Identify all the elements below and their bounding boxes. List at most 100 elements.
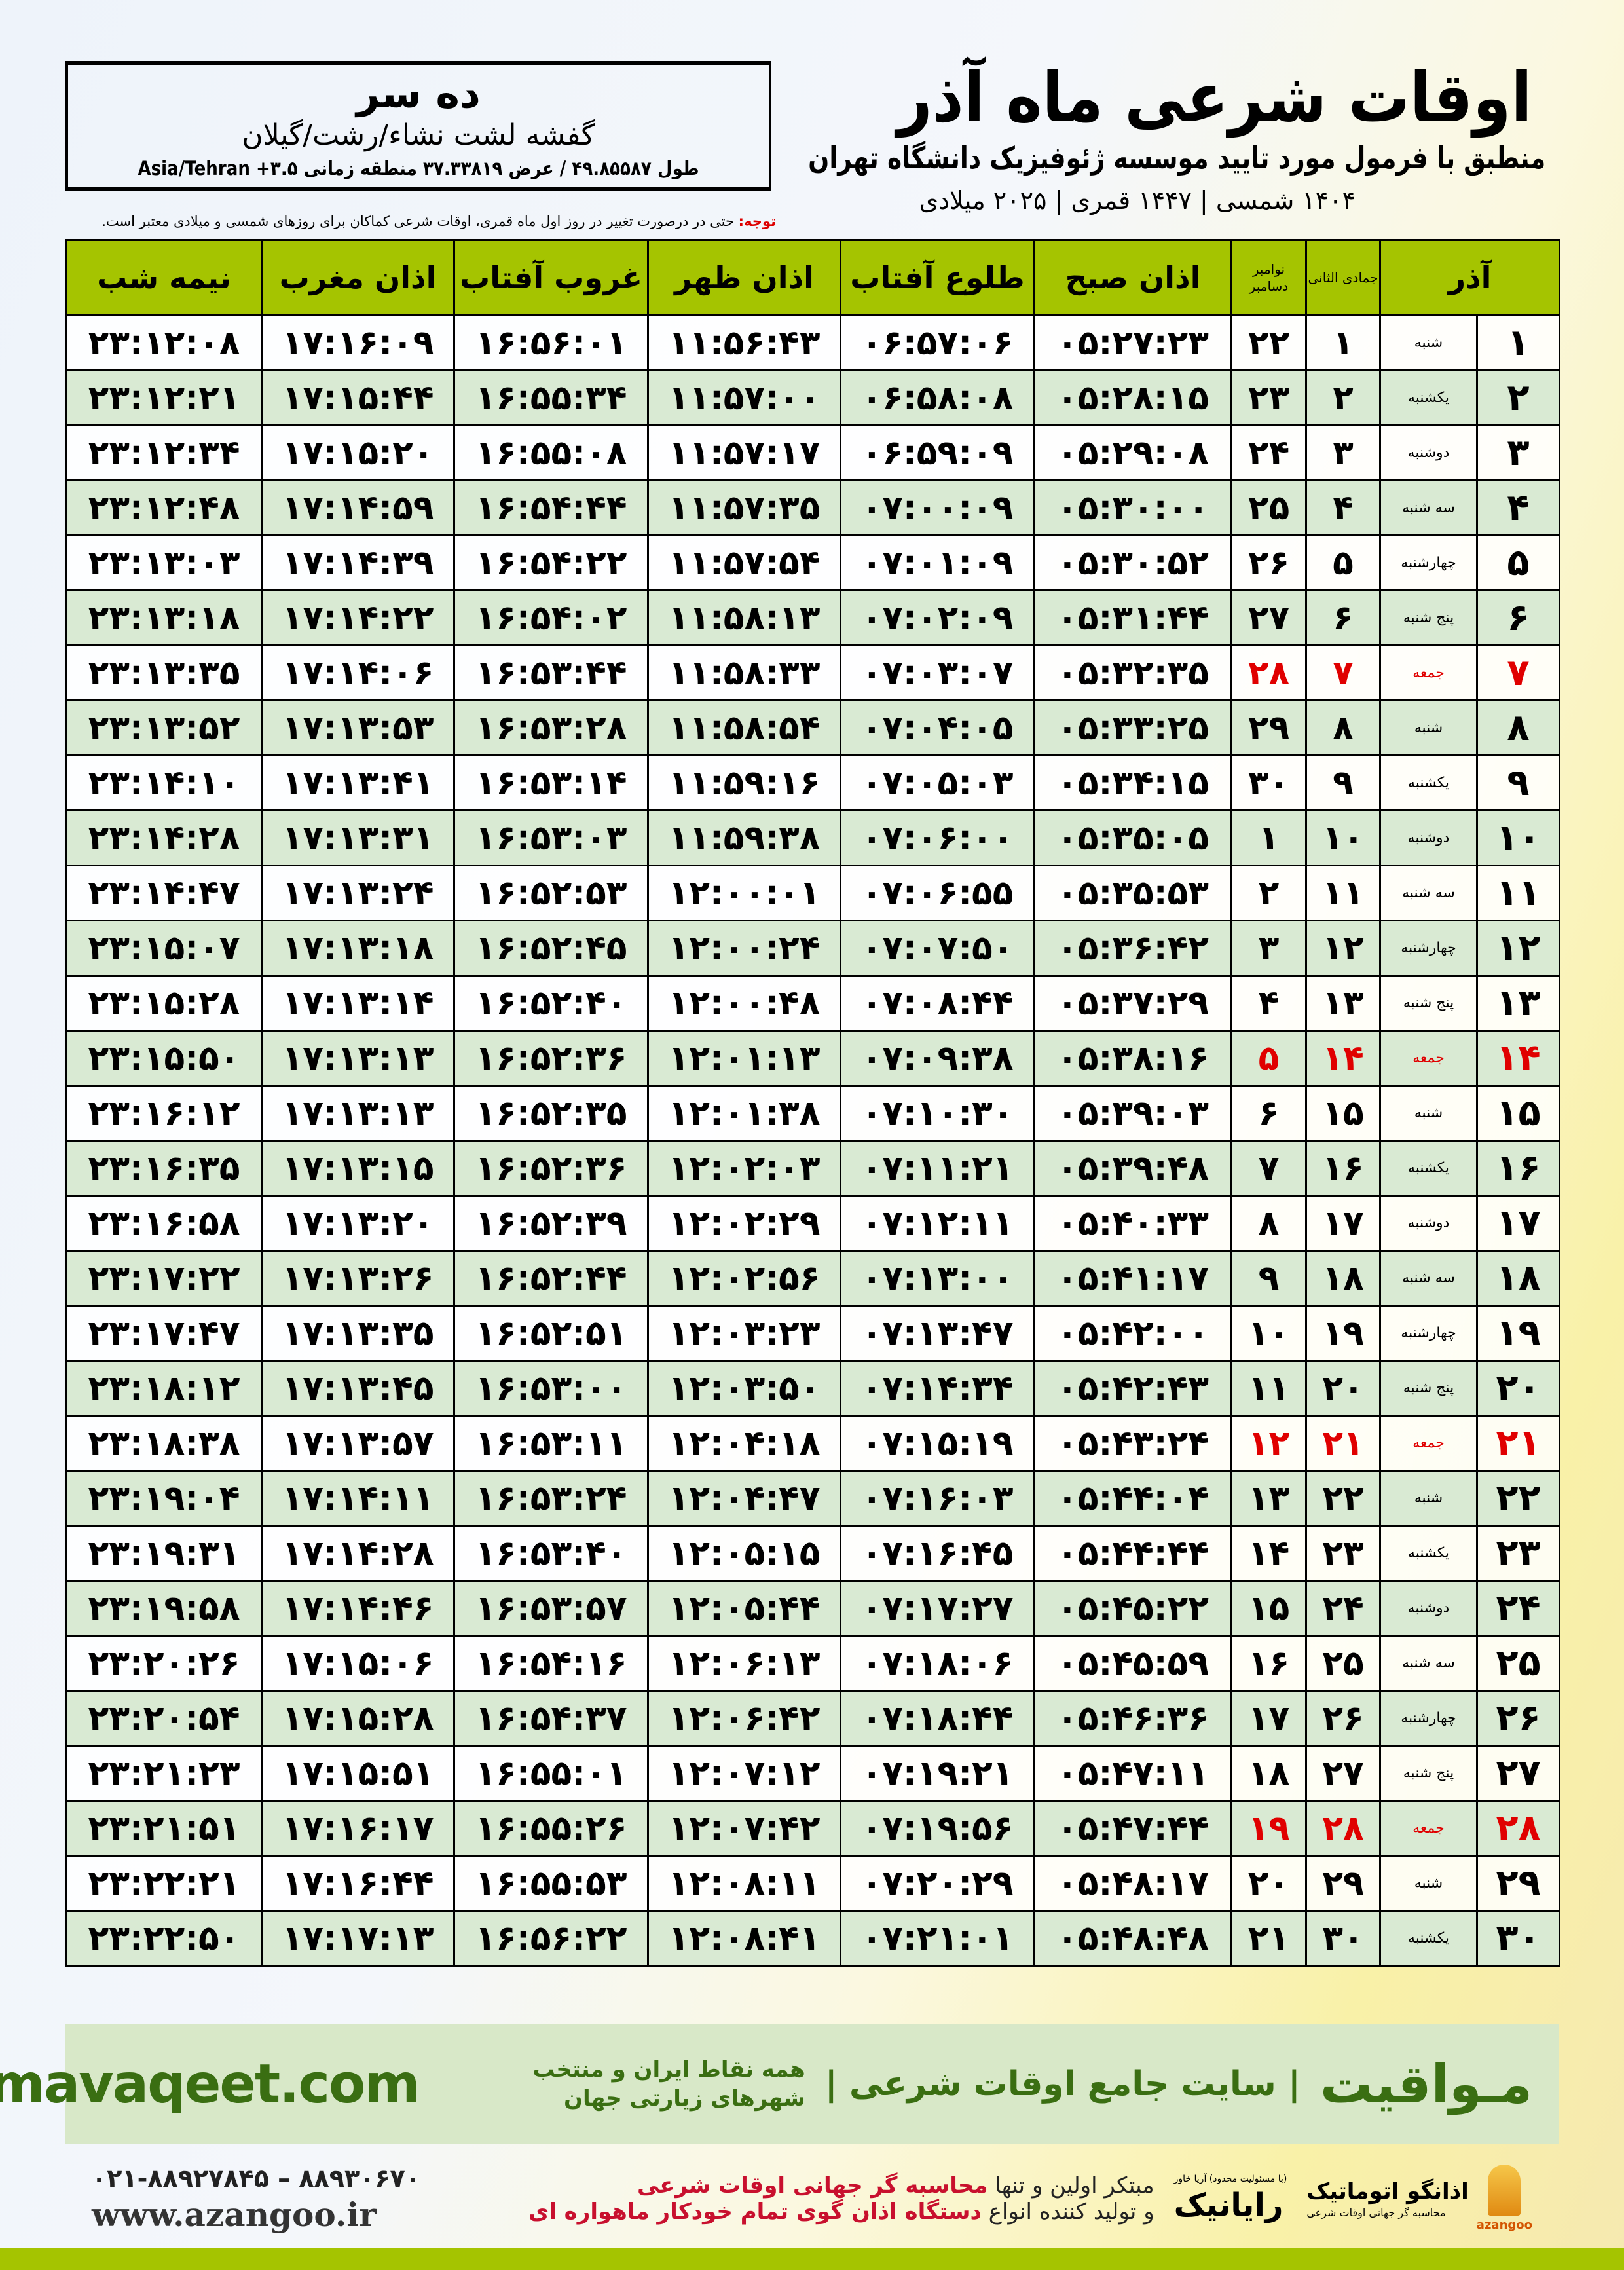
cell-maghrib: ۱۷:۱۳:۴۵ (261, 1360, 455, 1417)
phone-numbers: ۰۲۱-۸۸۹۲۷۸۴۵ – ۸۸۹۳۰۶۷۰ (92, 2164, 420, 2193)
cell-maghrib: ۱۷:۱۳:۴۱ (261, 754, 455, 811)
cell-hijri: ۲۶ (1305, 1690, 1381, 1747)
cell-day: ۱۷ (1475, 1195, 1561, 1252)
cell-midnight: ۲۳:۲۱:۲۳ (65, 1745, 263, 1802)
cell-sunrise: ۰۷:۰۹:۳۸ (840, 1030, 1035, 1087)
cell-dhuhr: ۱۲:۰۴:۴۷ (647, 1470, 841, 1527)
cell-sunrise: ۰۷:۰۶:۵۵ (840, 865, 1035, 921)
promo-text: مبتکر اولین و تنها محاسبه گر جهانی اوقات… (440, 2172, 1154, 2225)
cell-weekday: یکشنبه (1379, 754, 1478, 811)
cell-dhuhr: ۱۲:۰۲:۵۶ (647, 1250, 841, 1307)
cell-hijri: ۱۰ (1305, 809, 1381, 866)
cell-midnight: ۲۳:۱۳:۵۲ (65, 699, 263, 756)
cell-greg: ۲۱ (1230, 1910, 1307, 1967)
banner-slogan: | سایت جامع اوقات شرعی | (824, 2064, 1301, 2104)
cell-dhuhr: ۱۱:۵۷:۰۰ (647, 369, 841, 426)
table-row: ۲۳:۱۲:۳۴ ۱۷:۱۵:۲۰ ۱۶:۵۵:۰۸ ۱۱:۵۷:۱۷ ۰۶:۵۹:۰۹… (65, 424, 1561, 481)
cell-sunrise: ۰۷:۱۱:۲۱ (840, 1140, 1035, 1197)
cell-midnight: ۲۳:۱۳:۰۳ (65, 534, 263, 591)
azangoo-mark: azangoo (1477, 2165, 1532, 2233)
cell-fajr: ۰۵:۴۱:۱۷ (1033, 1250, 1232, 1307)
cell-hijri: ۲۵ (1305, 1635, 1381, 1692)
cell-sunrise: ۰۷:۰۵:۰۳ (840, 754, 1035, 811)
cell-maghrib: ۱۷:۱۴:۴۶ (261, 1580, 455, 1637)
cell-weekday: پنج شنبه (1379, 975, 1478, 1032)
cell-day: ۱۲ (1475, 920, 1561, 977)
cell-day: ۱۹ (1475, 1305, 1561, 1362)
cell-greg: ۹ (1230, 1250, 1307, 1307)
table-row: ۲۳:۱۳:۳۵ ۱۷:۱۴:۰۶ ۱۶:۵۳:۴۴ ۱۱:۵۸:۳۳ ۰۷:۰۳:۰۷… (65, 644, 1561, 701)
table-row: ۲۳:۱۷:۴۷ ۱۷:۱۳:۳۵ ۱۶:۵۲:۵۱ ۱۲:۰۳:۲۳ ۰۷:۱۳:۴۷… (65, 1305, 1561, 1362)
cell-sunrise: ۰۷:۰۷:۵۰ (840, 920, 1035, 977)
table-row: ۲۳:۱۶:۱۲ ۱۷:۱۳:۱۳ ۱۶:۵۲:۳۵ ۱۲:۰۱:۳۸ ۰۷:۱۰:۳۰… (65, 1085, 1561, 1142)
location-name: ده سر (356, 69, 481, 117)
cell-sunrise: ۰۷:۱۸:۴۴ (840, 1690, 1035, 1747)
cell-maghrib: ۱۷:۱۵:۵۱ (261, 1745, 455, 1802)
cell-maghrib: ۱۷:۱۴:۲۲ (261, 589, 455, 646)
cell-sunrise: ۰۷:۱۹:۲۱ (840, 1745, 1035, 1802)
raynik-subtitle: (با مسئولیت محدود) آریا خاور (1173, 2174, 1287, 2184)
cell-midnight: ۲۳:۱۵:۵۰ (65, 1030, 263, 1087)
cell-midnight: ۲۳:۱۹:۰۴ (65, 1470, 263, 1527)
cell-dhuhr: ۱۲:۰۲:۲۹ (647, 1195, 841, 1252)
cell-hijri: ۸ (1305, 699, 1381, 756)
cell-maghrib: ۱۷:۱۴:۲۸ (261, 1525, 455, 1582)
cell-dhuhr: ۱۱:۵۷:۱۷ (647, 424, 841, 481)
cell-sunset: ۱۶:۵۳:۰۰ (453, 1360, 649, 1417)
cell-sunrise: ۰۷:۰۰:۰۹ (840, 479, 1035, 536)
cell-day: ۱۰ (1475, 809, 1561, 866)
location-region: گفشه لشت نشاء/رشت/گیلان (242, 119, 595, 152)
cell-fajr: ۰۵:۴۴:۰۴ (1033, 1470, 1232, 1527)
cell-day: ۳۰ (1475, 1910, 1561, 1967)
cell-maghrib: ۱۷:۱۵:۴۴ (261, 369, 455, 426)
cell-sunrise: ۰۷:۲۱:۰۱ (840, 1910, 1035, 1967)
table-row: ۲۳:۱۸:۳۸ ۱۷:۱۳:۵۷ ۱۶:۵۳:۱۱ ۱۲:۰۴:۱۸ ۰۷:۱۵:۱۹… (65, 1415, 1561, 1472)
cell-day: ۵ (1475, 534, 1561, 591)
cell-sunset: ۱۶:۵۳:۵۷ (453, 1580, 649, 1637)
cell-midnight: ۲۳:۱۴:۴۷ (65, 865, 263, 921)
cell-day: ۲ (1475, 369, 1561, 426)
table-row: ۲۳:۲۰:۵۴ ۱۷:۱۵:۲۸ ۱۶:۵۴:۳۷ ۱۲:۰۶:۴۲ ۰۷:۱۸:۴۴… (65, 1690, 1561, 1747)
cell-hijri: ۱۳ (1305, 975, 1381, 1032)
cell-weekday: پنج شنبه (1379, 589, 1478, 646)
cell-hijri: ۶ (1305, 589, 1381, 646)
cell-sunset: ۱۶:۵۲:۴۰ (453, 975, 649, 1032)
cell-weekday: شنبه (1379, 1085, 1478, 1142)
table-row: ۲۳:۱۲:۲۱ ۱۷:۱۵:۴۴ ۱۶:۵۵:۳۴ ۱۱:۵۷:۰۰ ۰۶:۵۸:۰۸… (65, 369, 1561, 426)
cell-day: ۲۳ (1475, 1525, 1561, 1582)
cell-maghrib: ۱۷:۱۳:۵۳ (261, 699, 455, 756)
cell-midnight: ۲۳:۲۰:۵۴ (65, 1690, 263, 1747)
cell-sunset: ۱۶:۵۳:۰۳ (453, 809, 649, 866)
cell-sunrise: ۰۷:۰۴:۰۵ (840, 699, 1035, 756)
table-row: ۲۳:۱۳:۱۸ ۱۷:۱۴:۲۲ ۱۶:۵۴:۰۲ ۱۱:۵۸:۱۳ ۰۷:۰۲:۰۹… (65, 589, 1561, 646)
cell-sunrise: ۰۷:۰۶:۰۰ (840, 809, 1035, 866)
cell-day: ۲۴ (1475, 1580, 1561, 1637)
cell-weekday: شنبه (1379, 1470, 1478, 1527)
cell-greg: ۲۵ (1230, 479, 1307, 536)
cell-day: ۱۵ (1475, 1085, 1561, 1142)
header-sunset: غروب آفتاب (453, 239, 649, 316)
cell-maghrib: ۱۷:۱۴:۳۹ (261, 534, 455, 591)
azangoo-website[interactable]: www.azangoo.ir (92, 2195, 377, 2234)
banner-site-link[interactable]: mavaqeet.com (0, 2053, 420, 2115)
cell-sunrise: ۰۷:۱۳:۰۰ (840, 1250, 1035, 1307)
cell-midnight: ۲۳:۱۷:۴۷ (65, 1305, 263, 1362)
cell-dhuhr: ۱۲:۰۸:۱۱ (647, 1855, 841, 1912)
azangoo-subtitle: محاسبه گر جهانی اوقات شرعی (1306, 2206, 1446, 2219)
cell-greg: ۱۹ (1230, 1800, 1307, 1857)
header-dhuhr: اذان ظهر (647, 239, 841, 316)
cell-dhuhr: ۱۲:۰۰:۰۱ (647, 865, 841, 921)
cell-fajr: ۰۵:۴۸:۴۸ (1033, 1910, 1232, 1967)
cell-sunset: ۱۶:۵۴:۴۴ (453, 479, 649, 536)
cell-day: ۲۰ (1475, 1360, 1561, 1417)
cell-midnight: ۲۳:۱۳:۱۸ (65, 589, 263, 646)
cell-day: ۲۷ (1475, 1745, 1561, 1802)
cell-day: ۲۱ (1475, 1415, 1561, 1472)
cell-sunset: ۱۶:۵۵:۰۱ (453, 1745, 649, 1802)
cell-hijri: ۲۱ (1305, 1415, 1381, 1472)
cell-midnight: ۲۳:۱۵:۲۸ (65, 975, 263, 1032)
cell-day: ۱۴ (1475, 1030, 1561, 1087)
cell-fajr: ۰۵:۴۵:۲۲ (1033, 1580, 1232, 1637)
cell-greg: ۱۳ (1230, 1470, 1307, 1527)
table-row: ۲۳:۱۹:۵۸ ۱۷:۱۴:۴۶ ۱۶:۵۳:۵۷ ۱۲:۰۵:۴۴ ۰۷:۱۷:۲۷… (65, 1580, 1561, 1637)
